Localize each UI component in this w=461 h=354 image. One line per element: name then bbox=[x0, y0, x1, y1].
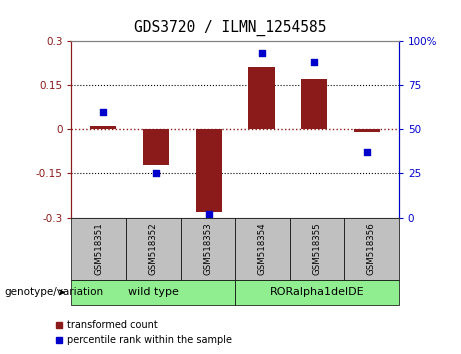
Point bbox=[258, 50, 265, 56]
Text: GSM518353: GSM518353 bbox=[203, 222, 213, 275]
Bar bbox=[248, 67, 275, 129]
Legend: transformed count, percentile rank within the sample: transformed count, percentile rank withi… bbox=[51, 316, 236, 349]
Bar bbox=[90, 126, 116, 129]
Text: GSM518355: GSM518355 bbox=[313, 222, 321, 275]
Bar bbox=[143, 129, 169, 165]
Text: GDS3720 / ILMN_1254585: GDS3720 / ILMN_1254585 bbox=[134, 19, 327, 36]
Text: GSM518352: GSM518352 bbox=[149, 222, 158, 275]
Bar bbox=[354, 129, 380, 132]
Point bbox=[205, 211, 213, 217]
Point bbox=[100, 109, 107, 114]
Text: RORalpha1delDE: RORalpha1delDE bbox=[270, 287, 364, 297]
Text: GSM518354: GSM518354 bbox=[258, 222, 267, 275]
Text: genotype/variation: genotype/variation bbox=[5, 287, 104, 297]
Point bbox=[152, 171, 160, 176]
Text: wild type: wild type bbox=[128, 287, 179, 297]
Bar bbox=[301, 79, 327, 129]
Point bbox=[363, 149, 371, 155]
Point bbox=[311, 59, 318, 65]
Text: GSM518351: GSM518351 bbox=[94, 222, 103, 275]
Text: GSM518356: GSM518356 bbox=[367, 222, 376, 275]
Bar bbox=[195, 129, 222, 212]
